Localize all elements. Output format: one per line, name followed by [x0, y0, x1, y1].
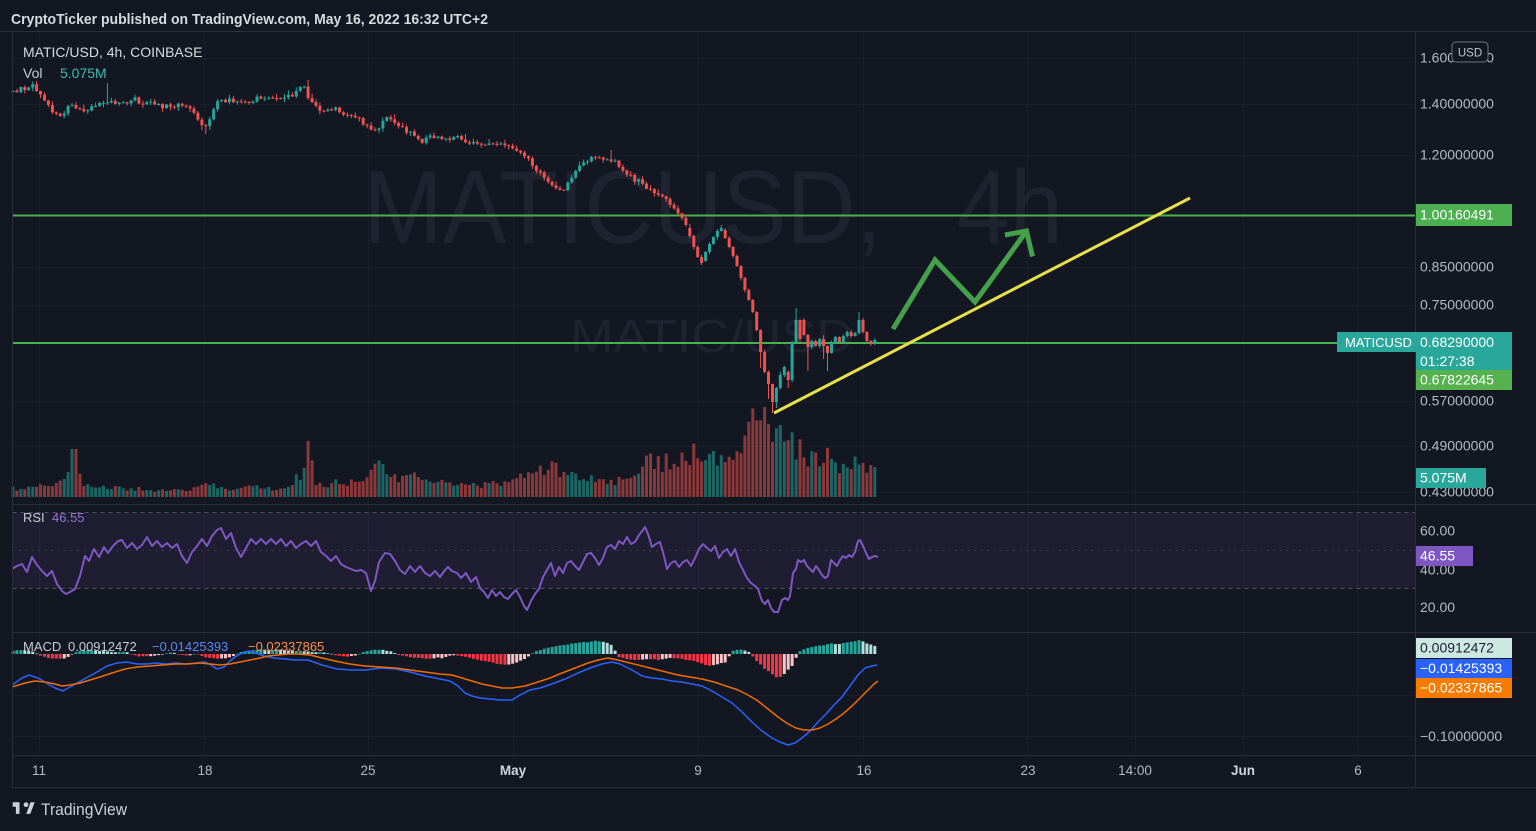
svg-text:0.75000000: 0.75000000 [1420, 297, 1494, 313]
svg-text:MACD: MACD [23, 639, 61, 654]
svg-text:−0.02337865: −0.02337865 [248, 639, 324, 654]
svg-text:46.55: 46.55 [52, 510, 85, 525]
svg-text:46.55: 46.55 [1420, 548, 1455, 564]
svg-text:Jun: Jun [1231, 763, 1255, 778]
svg-text:Vol: Vol [23, 65, 42, 81]
svg-text:1.00160491: 1.00160491 [1420, 207, 1494, 223]
svg-text:20.00: 20.00 [1420, 599, 1455, 615]
svg-text:MATICUSD, 4h: MATICUSD, 4h [363, 150, 1063, 266]
svg-text:5.075M: 5.075M [60, 65, 107, 81]
svg-text:USD: USD [1458, 48, 1482, 60]
svg-text:−0.01425393: −0.01425393 [1420, 660, 1502, 676]
svg-text:0.68290000: 0.68290000 [1420, 334, 1494, 350]
svg-text:0.49000000: 0.49000000 [1420, 438, 1494, 454]
svg-text:0.85000000: 0.85000000 [1420, 259, 1494, 275]
svg-text:0.00912472: 0.00912472 [1420, 640, 1494, 656]
svg-text:14:00: 14:00 [1118, 763, 1152, 778]
svg-text:1.20000000: 1.20000000 [1420, 147, 1494, 163]
svg-text:0.00912472: 0.00912472 [68, 639, 137, 654]
svg-text:−0.01425393: −0.01425393 [152, 639, 228, 654]
svg-text:May: May [500, 763, 527, 778]
svg-text:11: 11 [32, 763, 46, 778]
svg-text:5.075M: 5.075M [1420, 470, 1467, 486]
svg-text:25: 25 [360, 763, 375, 778]
svg-text:1.40000000: 1.40000000 [1420, 96, 1494, 112]
svg-text:−0.10000000: −0.10000000 [1420, 728, 1502, 744]
svg-text:TradingView: TradingView [41, 801, 127, 819]
svg-text:23: 23 [1020, 763, 1035, 778]
svg-text:MATICUSD: MATICUSD [1345, 335, 1412, 350]
svg-text:16: 16 [856, 763, 871, 778]
svg-text:60.00: 60.00 [1420, 523, 1455, 539]
svg-text:MATIC/USD: MATIC/USD [570, 310, 854, 362]
svg-text:9: 9 [694, 763, 702, 778]
svg-text:01:27:38: 01:27:38 [1420, 353, 1475, 369]
svg-text:0.67822645: 0.67822645 [1420, 372, 1494, 388]
svg-text:MATIC/USD, 4h, COINBASE: MATIC/USD, 4h, COINBASE [23, 44, 202, 60]
svg-text:−0.02337865: −0.02337865 [1420, 680, 1502, 696]
svg-text:0.57000000: 0.57000000 [1420, 393, 1494, 409]
svg-text:6: 6 [1354, 763, 1362, 778]
svg-text:CryptoTicker published on Trad: CryptoTicker published on TradingView.co… [11, 11, 488, 28]
svg-text:RSI: RSI [23, 510, 45, 525]
svg-text:18: 18 [197, 763, 212, 778]
